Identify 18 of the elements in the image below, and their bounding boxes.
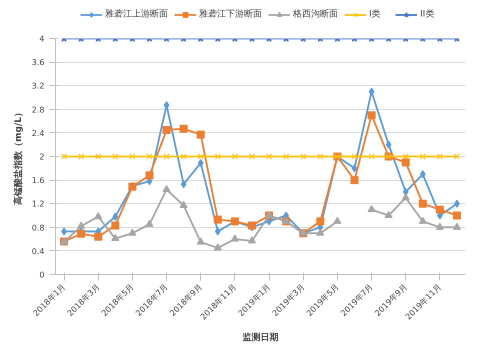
- y-tick-label: 3.2: [32, 82, 45, 91]
- y-tick-label: 0: [39, 270, 45, 280]
- y-tick-label: 3.6: [32, 58, 45, 68]
- legend-label: 雅砻江上游断面: [105, 8, 168, 20]
- y-axis-title: 高锰酸盐指数（mg/L）: [12, 108, 24, 205]
- y-tick-label: 2.4: [32, 128, 45, 138]
- x-axis-title: 监测日期: [242, 332, 278, 343]
- legend-label: 雅砻江下游断面: [199, 8, 262, 20]
- y-tick-label: 0.8: [32, 223, 45, 232]
- y-tick-label: 0.4: [32, 246, 45, 256]
- y-tick-label: 4: [39, 34, 45, 44]
- legend-label: II类: [420, 8, 436, 20]
- y-tick-label: 1.6: [32, 176, 45, 186]
- legend-label: I类: [369, 8, 382, 20]
- y-tick-label: 2: [39, 152, 45, 162]
- y-tick-label: 2.8: [32, 105, 45, 114]
- legend-label: 格西沟断面: [293, 8, 338, 20]
- y-tick-label: 1.2: [32, 200, 45, 209]
